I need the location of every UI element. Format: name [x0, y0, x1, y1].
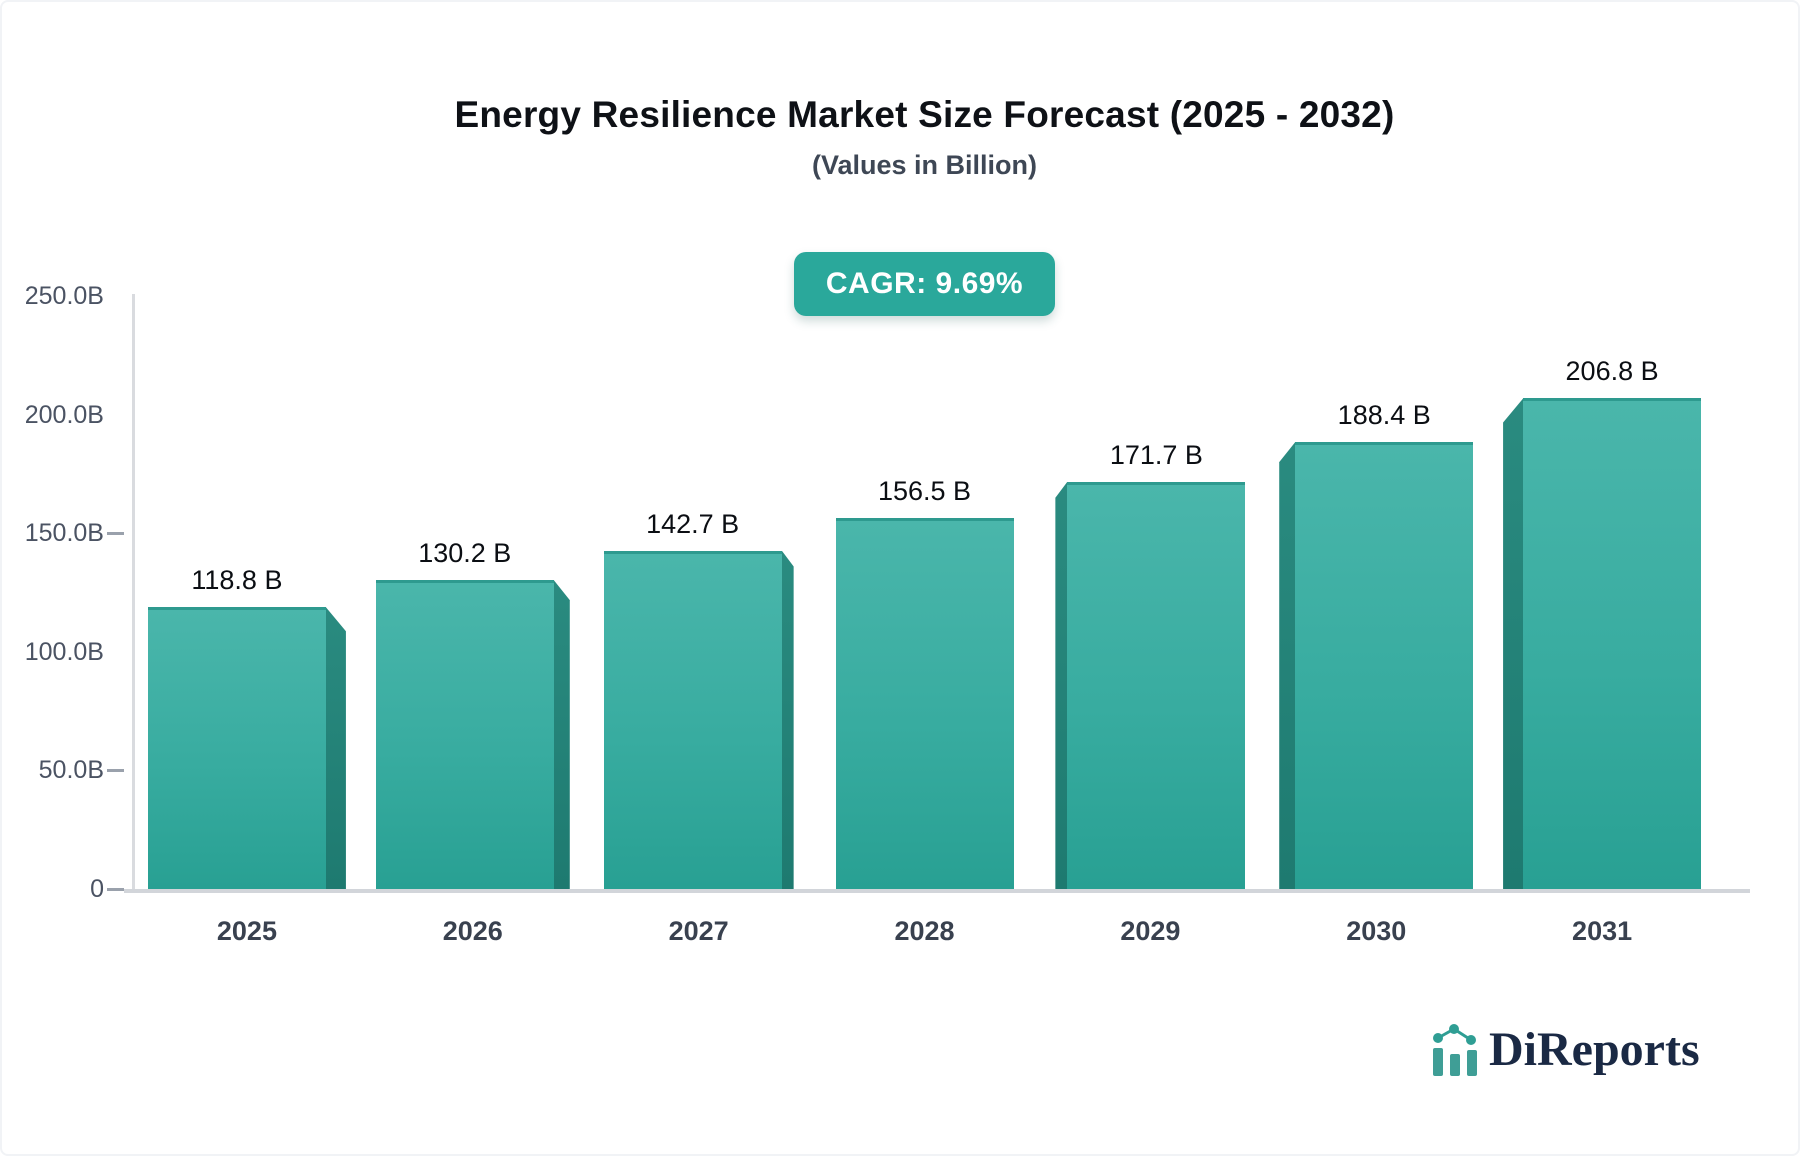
bar — [1279, 442, 1474, 889]
bar — [603, 550, 794, 889]
y-axis-label: 100.0B — [24, 637, 104, 666]
x-axis-label: 2028 — [894, 916, 955, 946]
bar — [375, 580, 570, 889]
bar-face — [603, 550, 782, 889]
x-axis-label: 2025 — [216, 916, 277, 946]
bar-3d-side — [1279, 442, 1296, 889]
chart-title: Energy Resilience Market Size Forecast (… — [454, 94, 1395, 135]
bar — [147, 607, 346, 889]
x-axis-label: 2026 — [442, 916, 503, 946]
bar-value-label: 156.5 B — [877, 475, 972, 506]
bar-face — [1295, 442, 1474, 889]
logo-text: DiReports — [1489, 1023, 1700, 1076]
y-axis-label: 0 — [90, 875, 104, 903]
bar-value-label: 130.2 B — [418, 538, 512, 569]
bar-face — [1067, 481, 1246, 889]
bar-slot: 171.7 B — [1037, 296, 1263, 889]
mini-bar-chart-icon — [1433, 1024, 1477, 1076]
y-axis-tick — [107, 888, 124, 891]
y-axis-line — [132, 294, 135, 891]
bars-area: 118.8 B 130.2 B 142.7 B 156.5 B 171.7 B 188.4… — [134, 296, 1715, 889]
x-axis-label: 2027 — [668, 916, 729, 946]
bar-value-label: 206.8 B — [1565, 356, 1659, 387]
y-axis-label: 150.0B — [24, 519, 104, 548]
bar-slot: 142.7 B — [586, 296, 812, 889]
x-axis-line — [124, 889, 1750, 893]
bar-face — [375, 580, 554, 889]
x-axis-label: 2029 — [1120, 916, 1181, 946]
cagr-badge-wrap: CAGR: 9.69% — [134, 252, 1715, 316]
bar-slot: 130.2 B — [360, 296, 586, 889]
bar-value-label: 171.7 B — [1109, 439, 1203, 470]
y-axis-label: 200.0B — [24, 400, 104, 429]
chart-subtitle: (Values in Billion) — [811, 150, 1038, 180]
bar-value-label: 142.7 B — [646, 508, 740, 539]
bar-3d-side — [325, 607, 346, 889]
bar-slot: 156.5 B — [812, 296, 1038, 889]
y-axis-tick — [107, 769, 124, 773]
y-axis-label: 250.0B — [24, 282, 104, 310]
bar-slot: 118.8 B — [134, 296, 360, 889]
bar — [1055, 481, 1246, 889]
bar-value-label: 118.8 B — [191, 565, 283, 596]
bar-face — [835, 517, 1014, 889]
cagr-badge: CAGR: 9.69% — [793, 252, 1056, 316]
bar-value-label: 188.4 B — [1337, 400, 1431, 431]
bar-3d-side — [553, 580, 570, 889]
bar-slot: 206.8 B — [1489, 296, 1715, 889]
y-axis-label: 50.0B — [38, 756, 104, 785]
bar-slot: 188.4 B — [1263, 296, 1489, 889]
bar-3d-side — [781, 550, 794, 889]
y-axis-tick — [107, 532, 124, 536]
bar-3d-side — [1503, 398, 1524, 889]
bar — [835, 517, 1014, 889]
bar-face — [1523, 398, 1702, 889]
x-axis-labels: 2025 2026 2027 2028 2029 2030 2031 — [134, 916, 1715, 947]
bar-3d-side — [1055, 481, 1068, 889]
x-axis-label: 2031 — [1572, 916, 1633, 946]
bar-face — [147, 607, 326, 889]
x-axis-label: 2030 — [1346, 916, 1407, 946]
bar — [1503, 398, 1702, 889]
direports-logo: DiReports — [1430, 1024, 1700, 1076]
